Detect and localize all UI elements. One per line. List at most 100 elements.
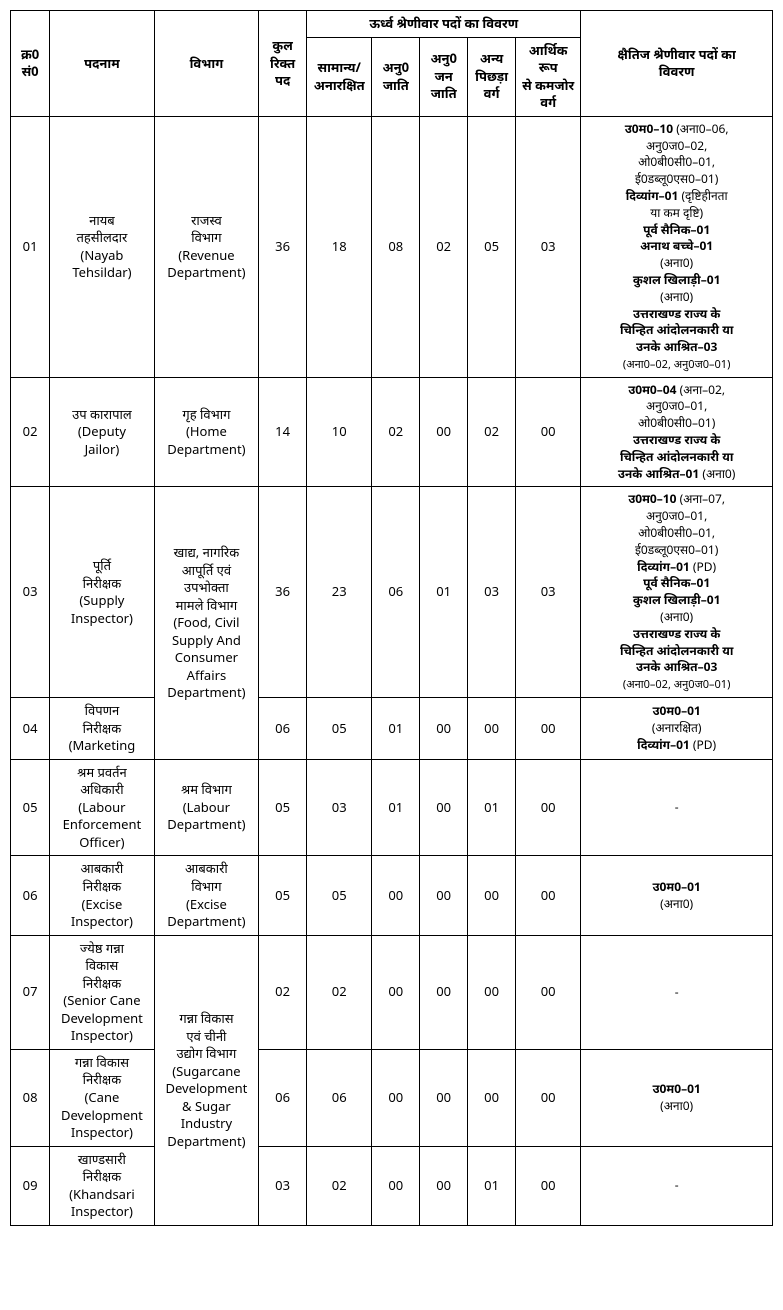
header-post: पदनाम: [50, 11, 155, 117]
cell-general: 02: [307, 1146, 372, 1225]
cell-horizontal: उ0म0–10 (अना0–06,अनु0ज0–02,ओ0बी0सी0–01,ई…: [581, 116, 773, 377]
cell-obc: 02: [468, 377, 516, 487]
header-vertical-group: ऊर्ध्व श्रेणीवार पदों का विवरण: [307, 11, 581, 38]
cell-sno: 04: [11, 698, 50, 760]
cell-obc: 00: [468, 698, 516, 760]
cell-horizontal: उ0म0–10 (अना–07,अनु0ज0–01,ओ0बी0सी0–01,ई0…: [581, 487, 773, 698]
cell-total: 36: [259, 116, 307, 377]
cell-sc: 00: [372, 1049, 420, 1146]
cell-sc: 01: [372, 698, 420, 760]
cell-total: 05: [259, 856, 307, 935]
cell-sc: 06: [372, 487, 420, 698]
cell-sno: 02: [11, 377, 50, 487]
cell-horizontal: उ0म0–01(अना0): [581, 1049, 773, 1146]
cell-ews: 00: [516, 935, 581, 1049]
cell-total: 02: [259, 935, 307, 1049]
cell-sno: 03: [11, 487, 50, 698]
cell-obc: 01: [468, 1146, 516, 1225]
cell-st: 00: [420, 1146, 468, 1225]
cell-post: विपणननिरीक्षक(Marketing: [50, 698, 155, 760]
cell-general: 18: [307, 116, 372, 377]
cell-sc: 00: [372, 856, 420, 935]
cell-sc: 01: [372, 759, 420, 856]
header-total: कुलरिक्तपद: [259, 11, 307, 117]
cell-horizontal: -: [581, 935, 773, 1049]
header-horizontal: क्षैतिज श्रेणीवार पदों काविवरण: [581, 11, 773, 117]
cell-sno: 07: [11, 935, 50, 1049]
cell-general: 05: [307, 698, 372, 760]
cell-dept: राजस्वविभाग(RevenueDepartment): [154, 116, 259, 377]
cell-obc: 01: [468, 759, 516, 856]
cell-dept: गन्ना विकासएवं चीनीउद्योग विभाग(Sugarcan…: [154, 935, 259, 1225]
cell-dept: आबकारीविभाग(ExciseDepartment): [154, 856, 259, 935]
cell-ews: 03: [516, 116, 581, 377]
cell-ews: 00: [516, 759, 581, 856]
cell-st: 00: [420, 856, 468, 935]
cell-total: 06: [259, 698, 307, 760]
cell-general: 23: [307, 487, 372, 698]
cell-st: 02: [420, 116, 468, 377]
cell-ews: 00: [516, 1146, 581, 1225]
cell-post: आबकारीनिरीक्षक(ExciseInspector): [50, 856, 155, 935]
cell-dept: खाद्य, नागरिकआपूर्ति एवंउपभोक्तामामले वि…: [154, 487, 259, 759]
header-st: अनु0जनजाति: [420, 37, 468, 116]
table-header: क्र0सं0 पदनाम विभाग कुलरिक्तपद ऊर्ध्व श्…: [11, 11, 773, 117]
cell-sc: 02: [372, 377, 420, 487]
cell-obc: 00: [468, 856, 516, 935]
cell-sno: 09: [11, 1146, 50, 1225]
table-row: 08गन्ना विकासनिरीक्षक(CaneDevelopmentIns…: [11, 1049, 773, 1146]
cell-general: 02: [307, 935, 372, 1049]
cell-obc: 03: [468, 487, 516, 698]
header-sno: क्र0सं0: [11, 11, 50, 117]
cell-post: ज्येष्ठ गन्नाविकासनिरीक्षक(Senior CaneDe…: [50, 935, 155, 1049]
cell-total: 06: [259, 1049, 307, 1146]
cell-horizontal: -: [581, 759, 773, 856]
cell-sno: 06: [11, 856, 50, 935]
table-row: 06आबकारीनिरीक्षक(ExciseInspector)आबकारीव…: [11, 856, 773, 935]
cell-obc: 05: [468, 116, 516, 377]
cell-general: 10: [307, 377, 372, 487]
cell-st: 00: [420, 935, 468, 1049]
header-ews: आर्थिक रूपसे कमजोरवर्ग: [516, 37, 581, 116]
header-dept: विभाग: [154, 11, 259, 117]
cell-total: 03: [259, 1146, 307, 1225]
cell-obc: 00: [468, 935, 516, 1049]
cell-sc: 08: [372, 116, 420, 377]
cell-obc: 00: [468, 1049, 516, 1146]
cell-st: 00: [420, 698, 468, 760]
cell-sc: 00: [372, 935, 420, 1049]
vacancy-table: क्र0सं0 पदनाम विभाग कुलरिक्तपद ऊर्ध्व श्…: [10, 10, 773, 1226]
cell-sno: 05: [11, 759, 50, 856]
cell-general: 05: [307, 856, 372, 935]
cell-total: 05: [259, 759, 307, 856]
cell-ews: 00: [516, 377, 581, 487]
header-obc: अन्यपिछड़ावर्ग: [468, 37, 516, 116]
cell-post: खाण्डसारीनिरीक्षक(KhandsariInspector): [50, 1146, 155, 1225]
cell-ews: 03: [516, 487, 581, 698]
cell-st: 00: [420, 759, 468, 856]
cell-sc: 00: [372, 1146, 420, 1225]
cell-post: गन्ना विकासनिरीक्षक(CaneDevelopmentInspe…: [50, 1049, 155, 1146]
table-row: 02उप कारापाल(DeputyJailor)गृह विभाग(Home…: [11, 377, 773, 487]
cell-st: 00: [420, 1049, 468, 1146]
table-row: 05श्रम प्रवर्तनअधिकारी(LabourEnforcement…: [11, 759, 773, 856]
cell-horizontal: -: [581, 1146, 773, 1225]
cell-ews: 00: [516, 856, 581, 935]
table-row: 03पूर्तिनिरीक्षक(SupplyInspector)खाद्य, …: [11, 487, 773, 698]
cell-ews: 00: [516, 1049, 581, 1146]
cell-st: 01: [420, 487, 468, 698]
cell-dept: गृह विभाग(HomeDepartment): [154, 377, 259, 487]
cell-post: उप कारापाल(DeputyJailor): [50, 377, 155, 487]
cell-sno: 08: [11, 1049, 50, 1146]
cell-dept: श्रम विभाग(LabourDepartment): [154, 759, 259, 856]
header-sc: अनु0जाति: [372, 37, 420, 116]
cell-post: पूर्तिनिरीक्षक(SupplyInspector): [50, 487, 155, 698]
cell-horizontal: उ0म0–04 (अना–02,अनु0ज0–01,ओ0बी0सी0–01)उत…: [581, 377, 773, 487]
table-row: 01नायबतहसीलदार(NayabTehsildar)राजस्वविभा…: [11, 116, 773, 377]
cell-general: 06: [307, 1049, 372, 1146]
cell-horizontal: उ0म0–01(अना0): [581, 856, 773, 935]
cell-st: 00: [420, 377, 468, 487]
cell-sno: 01: [11, 116, 50, 377]
cell-total: 36: [259, 487, 307, 698]
table-row: 07ज्येष्ठ गन्नाविकासनिरीक्षक(Senior Cane…: [11, 935, 773, 1049]
